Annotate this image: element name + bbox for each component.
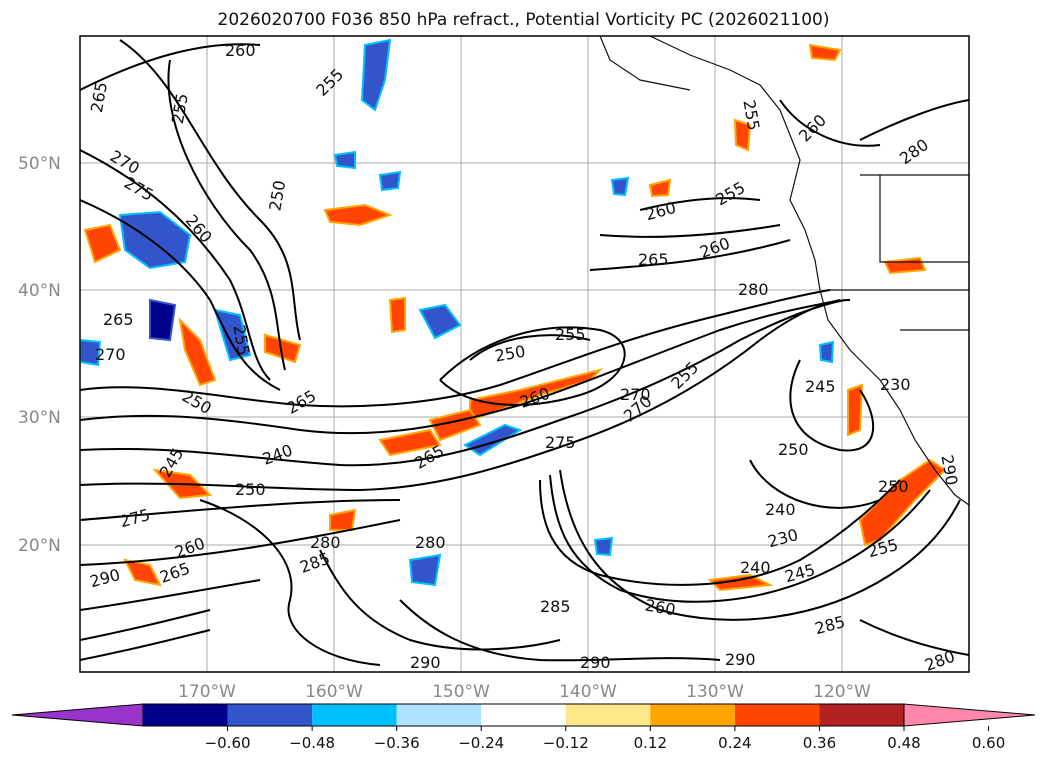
lon-label-140w: 140°W [559, 682, 617, 702]
colorbar-swatch [227, 704, 313, 726]
contour-label: 290 [410, 653, 441, 672]
contour-label: 290 [725, 650, 756, 669]
contour-label: 240 [740, 558, 771, 577]
colorbar-tick-label: 0.48 [887, 734, 920, 752]
contour-label: 280 [415, 533, 446, 552]
colorbar-tick-label: −0.60 [205, 734, 251, 752]
contour-label: 270 [620, 385, 651, 404]
contour-label: 265 [103, 310, 134, 329]
colorbar-swatch [650, 704, 735, 726]
lon-label-170w: 170°W [178, 682, 236, 702]
colorbar-tick-label: −0.12 [543, 734, 589, 752]
colorbar-tick-label: −0.24 [458, 734, 504, 752]
colorbar-extend-high [903, 703, 1036, 727]
colorbar-extend-low [11, 703, 144, 727]
contour-label: 245 [805, 377, 836, 396]
contour-label: 280 [310, 533, 341, 552]
colorbar-tick-label: 0.12 [634, 734, 667, 752]
colorbar-swatch [734, 704, 820, 726]
contour-label: 250 [878, 477, 909, 496]
longitude-labels: 170°W 160°W 150°W 140°W 130°W 120°W [178, 682, 871, 702]
lon-label-120w: 120°W [813, 682, 871, 702]
pv-negative-fills [80, 38, 835, 587]
lat-label-40n: 40°N [18, 281, 61, 301]
lat-label-20n: 20°N [18, 536, 61, 556]
colorbar-tick-label: −0.48 [289, 734, 335, 752]
colorbar-frame [142, 703, 905, 727]
colorbar: −0.60 −0.48 −0.36 −0.24 −0.12 0.12 0.24 0.36 0.4… [11, 703, 1036, 752]
contour-label: 280 [738, 280, 769, 299]
colorbar-tick-label: 0.24 [718, 734, 751, 752]
map-frame [79, 35, 970, 673]
refractivity-contours [80, 39, 969, 666]
contour-label: 260 [225, 41, 256, 60]
colorbar-tick-label: −0.36 [374, 734, 420, 752]
colorbar-tick-label: 0.36 [803, 734, 836, 752]
contour-label: 270 [95, 345, 126, 364]
lon-label-130w: 130°W [686, 682, 744, 702]
lon-label-160w: 160°W [305, 682, 363, 702]
contour-label: 250 [235, 480, 266, 499]
contour-label: 255 [555, 325, 586, 344]
contour-label: 285 [540, 597, 571, 616]
chart-title: 2026020700 F036 850 hPa refract., Potent… [217, 10, 830, 30]
colorbar-swatch [143, 704, 228, 726]
lat-label-50n: 50°N [18, 154, 61, 174]
lon-label-150w: 150°W [432, 682, 490, 702]
colorbar-swatch [819, 704, 904, 726]
coastline [599, 36, 969, 506]
colorbar-swatch [565, 704, 651, 726]
colorbar-swatch [481, 704, 566, 726]
colorbar-tick-label: 0.60 [972, 734, 1005, 752]
contour-label: 290 [580, 653, 611, 672]
contour-label: 240 [765, 500, 796, 519]
colorbar-swatch [396, 704, 482, 726]
contour-label: 275 [545, 433, 576, 452]
contour-label: 265 [638, 250, 669, 269]
latitude-labels: 50°N 40°N 30°N 20°N [18, 154, 61, 556]
contour-label: 250 [778, 440, 809, 459]
contour-label: 230 [880, 375, 911, 394]
lat-label-30n: 30°N [18, 408, 61, 428]
colorbar-swatch [312, 704, 397, 726]
